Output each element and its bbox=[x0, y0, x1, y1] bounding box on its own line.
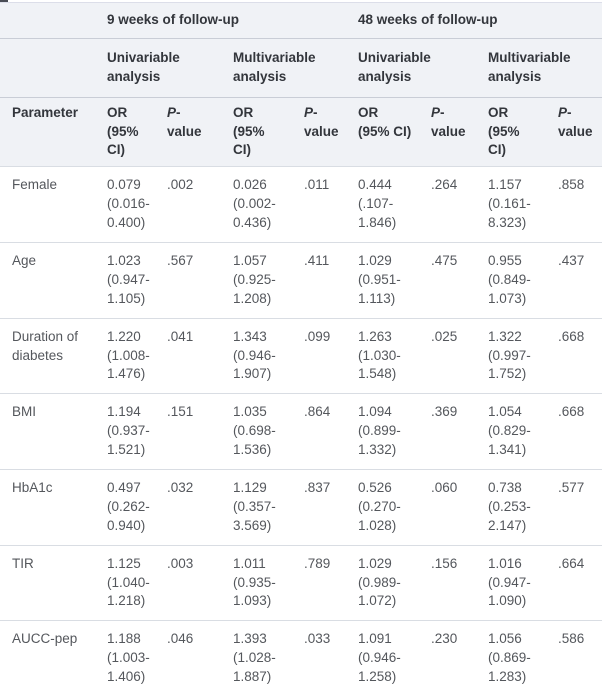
or-ci-cell: 1.023 (0.947- 1.105) bbox=[107, 253, 150, 306]
or-ci-cell: 0.955 (0.849- 1.073) bbox=[488, 253, 531, 306]
p-value-cell: .041 bbox=[167, 328, 194, 344]
p-value-header: P-value bbox=[431, 104, 466, 139]
parameter-cell: BMI bbox=[12, 404, 37, 420]
p-value-header: P-value bbox=[167, 104, 202, 139]
p-value-cell: .664 bbox=[558, 555, 585, 571]
column-header-row: Parameter OR (95% CI) P-value OR (95% CI… bbox=[0, 97, 602, 167]
p-value-cell: .789 bbox=[304, 555, 331, 571]
multivariable-48-header: Multivariable analysis bbox=[488, 49, 571, 84]
p-value-cell: .002 bbox=[167, 177, 194, 193]
table-row-tir: TIR 1.125 (1.040- 1.218) .003 1.011 (0.9… bbox=[0, 545, 602, 621]
or-ci-cell: 0.738 (0.253- 2.147) bbox=[488, 480, 531, 533]
or-ci-cell: 0.444 (.107- 1.846) bbox=[358, 177, 397, 231]
table-row-female: Female 0.079 (0.016- 0.400) .002 0.026 (… bbox=[0, 166, 602, 243]
table-body: Female 0.079 (0.016- 0.400) .002 0.026 (… bbox=[0, 166, 602, 687]
p-value-cell: .475 bbox=[431, 253, 458, 269]
univariable-48-header: Univariable analysis bbox=[358, 49, 431, 84]
or-ci-cell: 0.526 (0.270- 1.028) bbox=[358, 480, 401, 533]
p-value-cell: .099 bbox=[304, 328, 331, 344]
p-value-cell: .858 bbox=[558, 177, 585, 193]
p-value-cell: .032 bbox=[167, 480, 194, 496]
or-ci-cell: 1.057 (0.925- 1.208) bbox=[233, 253, 276, 306]
p-value-cell: .369 bbox=[431, 404, 458, 420]
or-ci-cell: 0.497 (0.262- 0.940) bbox=[107, 480, 150, 533]
p-value-cell: .668 bbox=[558, 328, 585, 344]
parameter-cell: Duration of diabetes bbox=[12, 328, 79, 363]
p-value-header: P-value bbox=[304, 104, 339, 139]
or-ci-cell: 1.011 (0.935- 1.093) bbox=[233, 555, 276, 609]
empty-header-cell bbox=[0, 3, 95, 39]
or-ci-header: OR (95% CI) bbox=[233, 104, 265, 158]
parameter-header: Parameter bbox=[12, 104, 79, 120]
followup-48-header: 48 weeks of follow-up bbox=[358, 12, 498, 27]
or-ci-cell: 1.157 (0.161- 8.323) bbox=[488, 177, 531, 231]
p-value-cell: .011 bbox=[304, 177, 330, 193]
multivariable-9-header: Multivariable analysis bbox=[233, 49, 316, 84]
p-value-cell: .864 bbox=[304, 404, 331, 420]
or-ci-cell: 1.091 (0.946- 1.258) bbox=[358, 631, 401, 685]
table-row-age: Age 1.023 (0.947- 1.105) .567 1.057 (0.9… bbox=[0, 242, 602, 319]
p-value-cell: .046 bbox=[167, 631, 194, 647]
or-ci-cell: 1.016 (0.947- 1.090) bbox=[488, 555, 531, 609]
empty-header-cell bbox=[0, 38, 95, 97]
p-value-cell: .033 bbox=[304, 631, 331, 647]
p-value-cell: .264 bbox=[431, 177, 458, 193]
or-ci-cell: 1.393 (1.028- 1.887) bbox=[233, 631, 276, 685]
p-value-cell: .837 bbox=[304, 480, 331, 496]
or-ci-header: OR (95% CI) bbox=[107, 104, 139, 158]
or-ci-cell: 1.322 (0.997- 1.752) bbox=[488, 328, 531, 382]
or-ci-cell: 0.079 (0.016- 0.400) bbox=[107, 177, 150, 231]
p-value-cell: .151 bbox=[167, 404, 194, 420]
or-ci-cell: 1.029 (0.951- 1.113) bbox=[358, 253, 401, 306]
parameter-cell: HbA1c bbox=[12, 480, 53, 496]
or-ci-cell: 1.220 (1.008- 1.476) bbox=[107, 328, 150, 382]
p-value-cell: .156 bbox=[431, 555, 458, 571]
parameter-cell: Age bbox=[12, 253, 37, 269]
or-ci-cell: 1.129 (0.357- 3.569) bbox=[233, 480, 276, 533]
followup-9-header: 9 weeks of follow-up bbox=[107, 12, 240, 27]
or-ci-cell: 1.035 (0.698- 1.536) bbox=[233, 404, 276, 458]
p-value-cell: .411 bbox=[304, 253, 330, 269]
analysis-type-row: Univariable analysis Multivariable analy… bbox=[0, 38, 602, 98]
p-value-cell: .025 bbox=[431, 328, 458, 344]
table-row-bmi: BMI 1.194 (0.937- 1.521) .151 1.035 (0.6… bbox=[0, 393, 602, 470]
or-ci-cell: 1.094 (0.899- 1.332) bbox=[358, 404, 401, 458]
table-row-duration: Duration of diabetes 1.220 (1.008- 1.476… bbox=[0, 318, 602, 394]
p-value-cell: .586 bbox=[558, 631, 585, 647]
or-ci-cell: 1.188 (1.003- 1.406) bbox=[107, 631, 150, 685]
or-ci-cell: 1.263 (1.030- 1.548) bbox=[358, 328, 401, 382]
table-row-aucc-pep: AUCC-pep 1.188 (1.003- 1.406) .046 1.393… bbox=[0, 620, 602, 687]
table-row-hba1c: HbA1c 0.497 (0.262- 0.940) .032 1.129 (0… bbox=[0, 469, 602, 546]
p-value-cell: .003 bbox=[167, 555, 194, 571]
or-ci-cell: 1.194 (0.937- 1.521) bbox=[107, 404, 150, 458]
p-value-cell: .668 bbox=[558, 404, 585, 420]
p-value-cell: .060 bbox=[431, 480, 458, 496]
or-ci-cell: 1.054 (0.829- 1.341) bbox=[488, 404, 531, 458]
or-ci-header: OR (95% CI) bbox=[488, 104, 520, 158]
parameter-cell: AUCC-pep bbox=[12, 631, 78, 647]
or-ci-cell: 1.343 (0.946- 1.907) bbox=[233, 328, 276, 382]
or-ci-header: OR (95% CI) bbox=[358, 104, 412, 139]
p-value-header: P-value bbox=[558, 104, 593, 139]
parameter-cell: TIR bbox=[12, 555, 34, 571]
followup-group-row: 9 weeks of follow-up 48 weeks of follow-… bbox=[0, 2, 602, 39]
corner-artifact bbox=[0, 0, 8, 2]
univariable-9-header: Univariable analysis bbox=[107, 49, 180, 84]
p-value-cell: .230 bbox=[431, 631, 458, 647]
or-ci-cell: 1.029 (0.989- 1.072) bbox=[358, 555, 401, 609]
p-value-cell: .437 bbox=[558, 253, 585, 269]
p-value-cell: .577 bbox=[558, 480, 585, 496]
p-value-cell: .567 bbox=[167, 253, 194, 269]
or-ci-cell: 1.125 (1.040- 1.218) bbox=[107, 555, 150, 609]
table-header: 9 weeks of follow-up 48 weeks of follow-… bbox=[0, 2, 602, 167]
or-ci-cell: 1.056 (0.869- 1.283) bbox=[488, 631, 531, 685]
parameter-cell: Female bbox=[12, 177, 58, 193]
or-ci-cell: 0.026 (0.002- 0.436) bbox=[233, 177, 276, 231]
